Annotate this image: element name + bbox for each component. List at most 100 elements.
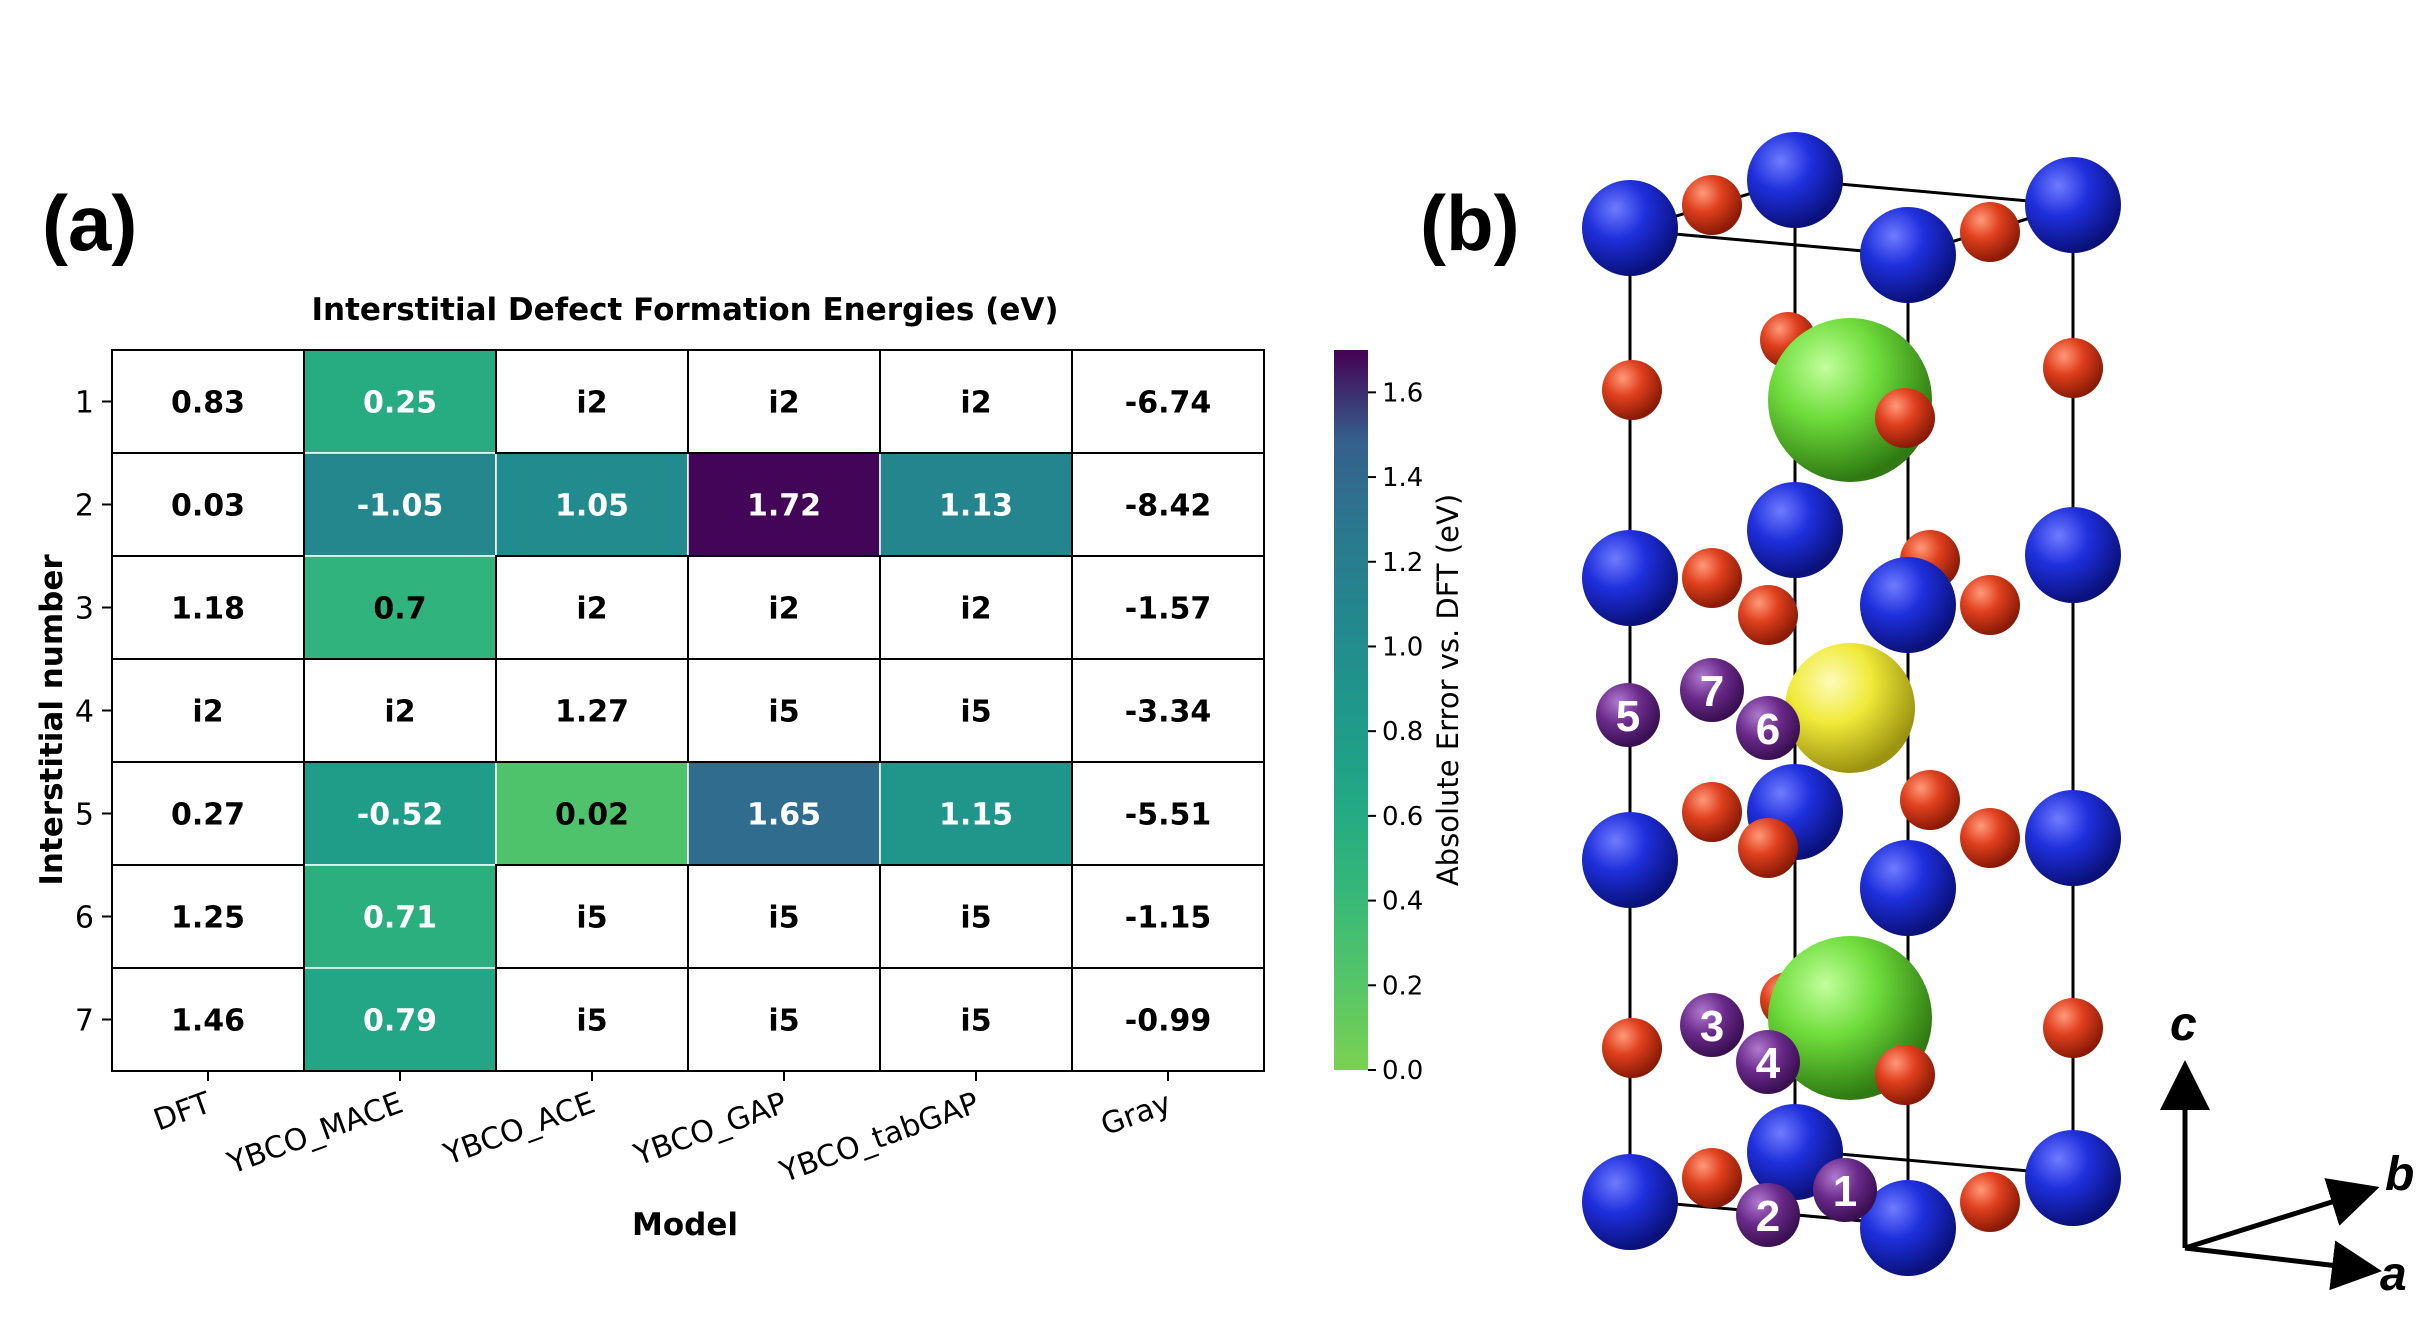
- x-tick-label: DFT: [149, 1085, 216, 1138]
- colorbar-tick-label: 0.6: [1382, 802, 1423, 832]
- cell-value: 0.79: [363, 1004, 437, 1039]
- cell-value: i2: [192, 695, 223, 730]
- heatmap-cell: [111, 967, 305, 1072]
- cell-value: -5.51: [1125, 798, 1211, 833]
- y-tick-label: 1: [75, 386, 94, 421]
- cell-value: 0.71: [363, 901, 437, 936]
- cu-atom: [1860, 1180, 1956, 1276]
- heatmap-cell: [303, 555, 497, 660]
- svg-text:2: 2: [1756, 1192, 1780, 1241]
- interstitial-site-7: 7: [1680, 658, 1744, 722]
- cell-value: i5: [960, 901, 991, 936]
- cell-value: i5: [768, 901, 799, 936]
- colorbar-tick-label: 0.0: [1382, 1056, 1423, 1086]
- cu-atom: [2025, 790, 2121, 886]
- cell-value: i2: [384, 695, 415, 730]
- colorbar: [1334, 350, 1368, 1070]
- colorbar-tick-label: 0.4: [1382, 887, 1423, 917]
- cell-value: 1.65: [747, 798, 821, 833]
- cell-value: 1.27: [555, 695, 629, 730]
- o-atom: [1682, 548, 1742, 608]
- o-atom: [1875, 1045, 1935, 1105]
- cell-value: 0.03: [171, 489, 245, 524]
- cell-value: -1.05: [357, 489, 443, 524]
- cell-value: 0.02: [555, 798, 629, 833]
- o-atom: [1960, 808, 2020, 868]
- cell-value: -6.74: [1125, 386, 1211, 421]
- cell-value: i2: [960, 386, 991, 421]
- y-tick-label: 3: [75, 592, 94, 627]
- heatmap: 0.83 0.25 i2 i2 i2 -6.74 0.03 -1.05 1.05 1.72 1.13…: [111, 349, 1265, 1072]
- cell-value: i5: [576, 1004, 607, 1039]
- cell-value: 1.72: [747, 489, 821, 524]
- x-tick-label: Gray: [1096, 1086, 1175, 1143]
- cell-value: 0.7: [373, 592, 426, 627]
- cell-value: -8.42: [1125, 489, 1211, 524]
- y-tick-label: 6: [75, 901, 94, 936]
- cell-value: 1.15: [939, 798, 1013, 833]
- cell-value: i5: [576, 901, 607, 936]
- cu-atom: [1860, 840, 1956, 936]
- heatmap-cell: [303, 349, 497, 454]
- interstitial-site-6: 6: [1736, 696, 1800, 760]
- heatmap-cell: [687, 967, 881, 1072]
- cell-value: 0.25: [363, 386, 437, 421]
- cu-atom: [1582, 530, 1678, 626]
- cell-value: i2: [768, 592, 799, 627]
- colorbar-tick-label: 1.2: [1382, 548, 1423, 578]
- cell-value: i5: [960, 1004, 991, 1039]
- heatmap-cell: [303, 658, 497, 763]
- cu-atom: [2025, 507, 2121, 603]
- chart-title: Interstitial Defect Formation Energies (…: [312, 292, 1059, 328]
- axis-c-label: c: [2170, 998, 2197, 1051]
- colorbar-tick-label: 0.2: [1382, 971, 1423, 1001]
- colorbar-tick-label: 1.6: [1382, 378, 1423, 408]
- heatmap-cell: [111, 761, 305, 866]
- panel-label-b: (b): [1420, 179, 1520, 267]
- cell-value: -0.99: [1125, 1004, 1211, 1039]
- o-atom: [1738, 818, 1798, 878]
- cell-value: 1.13: [939, 489, 1013, 524]
- axis-b-arrow: [2184, 1178, 2380, 1251]
- o-atom: [1682, 782, 1742, 842]
- o-atom: [1960, 202, 2020, 262]
- o-atom: [1960, 1172, 2020, 1232]
- heatmap-cell: [303, 967, 497, 1072]
- cell-value: -3.34: [1125, 695, 1211, 730]
- o-atom: [1602, 1018, 1662, 1078]
- x-tick-label: YBCO_GAP: [629, 1086, 792, 1174]
- colorbar-ticks: 0.0 0.2 0.4 0.6 0.8 1.0 1.2 1.4 1.6: [1368, 378, 1423, 1086]
- o-atom: [2043, 998, 2103, 1058]
- y-tick-label: 7: [75, 1004, 94, 1039]
- cu-atom: [2025, 1130, 2121, 1226]
- cu-atom: [2025, 157, 2121, 253]
- interstitial-site-2: 2: [1736, 1183, 1800, 1247]
- svg-text:7: 7: [1700, 667, 1724, 716]
- heatmap-cell: [1071, 452, 1265, 557]
- o-atom: [1738, 585, 1798, 645]
- cell-value: -1.57: [1125, 592, 1211, 627]
- svg-text:3: 3: [1700, 1002, 1724, 1051]
- panel-label-a: (a): [42, 179, 137, 267]
- colorbar-tick-label: 0.8: [1382, 717, 1423, 747]
- crystal-structure: 1 2 3 4 5 6 7: [1582, 132, 2121, 1276]
- o-atom: [1960, 575, 2020, 635]
- o-atom: [1682, 1148, 1742, 1208]
- o-atom: [2043, 338, 2103, 398]
- cell-value: 0.83: [171, 386, 245, 421]
- cell-value: 1.18: [171, 592, 245, 627]
- o-atom: [1875, 388, 1935, 448]
- cell-value: i2: [960, 592, 991, 627]
- cell-value: 0.27: [171, 798, 245, 833]
- colorbar-tick-label: 1.0: [1382, 632, 1423, 662]
- heatmap-cell: [1071, 864, 1265, 969]
- cell-value: -0.52: [357, 798, 443, 833]
- cu-atom: [1747, 132, 1843, 228]
- y-tick-label: 2: [75, 489, 94, 524]
- heatmap-cell: [1071, 967, 1265, 1072]
- heatmap-cell: [1071, 349, 1265, 454]
- heatmap-cell: [495, 658, 689, 763]
- cu-atom: [1582, 812, 1678, 908]
- x-axis-label: Model: [632, 1207, 738, 1243]
